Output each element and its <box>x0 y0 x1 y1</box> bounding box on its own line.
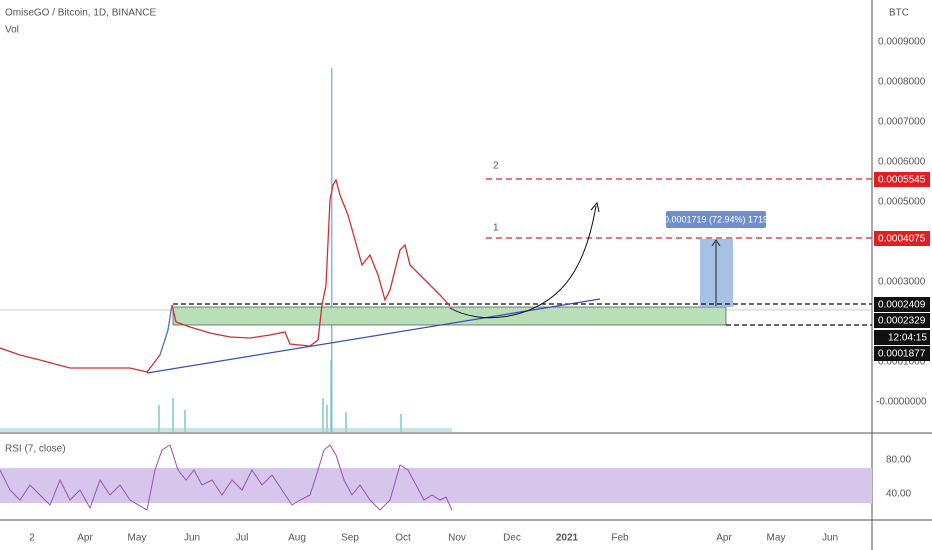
marker-box <box>874 172 930 187</box>
rsi-tick: 40.00 <box>886 489 911 500</box>
price-tick: 0.0001000 <box>878 357 926 368</box>
rsi-tick: 80.00 <box>886 455 911 466</box>
projection-curve <box>449 205 597 319</box>
measure-arrowhead <box>711 239 721 247</box>
time-tick: Jul <box>236 533 249 544</box>
marker-box <box>874 330 930 345</box>
time-tick: Jun <box>184 533 200 544</box>
marker-box <box>874 297 930 312</box>
price-tick: 0.0005000 <box>878 197 926 208</box>
time-tick: Apr <box>716 533 732 544</box>
time-tick: Oct <box>395 533 411 544</box>
time-tick: Apr <box>77 533 93 544</box>
time-tick: Nov <box>448 533 466 544</box>
marker-box <box>874 346 930 361</box>
trendline <box>146 298 601 374</box>
price-tick: 0.0008000 <box>878 77 926 88</box>
countdown: 12:04:15 <box>888 333 927 344</box>
price-tick: -0.0000000 <box>876 397 927 408</box>
marker-box <box>874 231 930 246</box>
target-label-2: 2 <box>493 161 499 172</box>
time-axis: 2 Apr May Jun Jul Aug Sep Oct Nov Dec 20… <box>29 533 838 544</box>
target-label-1: 1 <box>493 223 499 234</box>
time-tick: May <box>767 533 786 544</box>
support-zone <box>172 306 727 326</box>
time-tick: 2 <box>29 533 35 544</box>
marker-low: 0.0001877 <box>878 349 926 360</box>
time-tick: Dec <box>503 533 521 544</box>
price-tick: 0.0006000 <box>878 157 926 168</box>
currency: BTC <box>889 8 909 19</box>
marker-target-2: 0.0005545 <box>878 175 926 186</box>
measure-label: 0.0001719 (72.94%) 1719 <box>664 214 768 224</box>
projection-arrowhead <box>590 201 600 213</box>
price-tick: 0.0003000 <box>878 277 926 288</box>
volume-spike <box>331 68 333 432</box>
price-rally <box>159 304 173 356</box>
marker-box <box>874 313 930 328</box>
time-tick: 2021 <box>556 533 579 544</box>
rsi-title: RSI (7, close) <box>5 444 66 455</box>
symbol-title: OmiseGO / Bitcoin, 1D, BINANCE <box>5 8 156 19</box>
rsi-line <box>0 444 453 511</box>
time-tick: Sep <box>341 533 359 544</box>
time-tick: Jun <box>822 533 838 544</box>
time-tick: Feb <box>611 533 629 544</box>
time-tick: May <box>128 533 147 544</box>
price-tick: 0.0009000 <box>878 37 926 48</box>
marker-level-bottom: 0.0002329 <box>878 316 926 327</box>
price-axis: 0.0009000 0.0008000 0.0007000 0.0006000 … <box>876 37 927 408</box>
marker-level-top: 0.0002409 <box>878 300 926 311</box>
measure-label-box <box>666 211 766 228</box>
price-line <box>0 178 451 373</box>
price-tick: 0.0007000 <box>878 117 926 128</box>
time-tick: Aug <box>288 533 306 544</box>
volume-label: Vol <box>5 25 19 36</box>
marker-target-1: 0.0004075 <box>878 234 926 245</box>
